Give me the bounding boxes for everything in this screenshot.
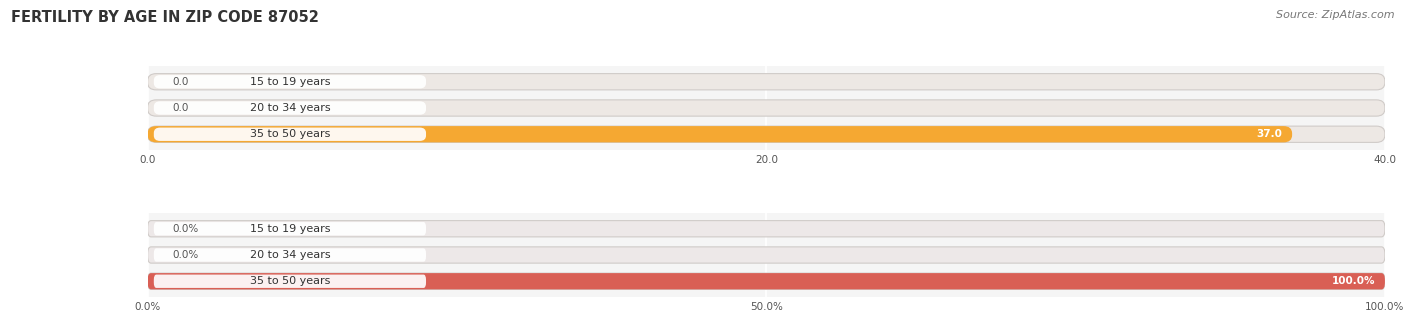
- FancyBboxPatch shape: [153, 248, 426, 262]
- FancyBboxPatch shape: [148, 126, 1385, 142]
- Text: 15 to 19 years: 15 to 19 years: [250, 224, 330, 234]
- Text: 0.0%: 0.0%: [173, 250, 198, 260]
- FancyBboxPatch shape: [148, 100, 1385, 116]
- Text: 20 to 34 years: 20 to 34 years: [250, 250, 330, 260]
- Text: 15 to 19 years: 15 to 19 years: [250, 77, 330, 87]
- FancyBboxPatch shape: [148, 273, 1385, 289]
- Text: 35 to 50 years: 35 to 50 years: [250, 129, 330, 139]
- Text: 37.0: 37.0: [1257, 129, 1282, 139]
- Text: 100.0%: 100.0%: [1331, 276, 1375, 286]
- Text: 0.0%: 0.0%: [173, 224, 198, 234]
- Text: FERTILITY BY AGE IN ZIP CODE 87052: FERTILITY BY AGE IN ZIP CODE 87052: [11, 10, 319, 25]
- FancyBboxPatch shape: [148, 273, 1385, 289]
- Text: 20 to 34 years: 20 to 34 years: [250, 103, 330, 113]
- FancyBboxPatch shape: [148, 126, 1292, 142]
- FancyBboxPatch shape: [153, 275, 426, 288]
- FancyBboxPatch shape: [153, 75, 426, 88]
- FancyBboxPatch shape: [148, 74, 1385, 90]
- FancyBboxPatch shape: [148, 221, 1385, 237]
- Text: Source: ZipAtlas.com: Source: ZipAtlas.com: [1277, 10, 1395, 20]
- FancyBboxPatch shape: [148, 247, 1385, 263]
- FancyBboxPatch shape: [153, 101, 426, 115]
- Text: 0.0: 0.0: [173, 77, 188, 87]
- Text: 0.0: 0.0: [173, 103, 188, 113]
- FancyBboxPatch shape: [153, 128, 426, 141]
- FancyBboxPatch shape: [153, 222, 426, 235]
- Text: 35 to 50 years: 35 to 50 years: [250, 276, 330, 286]
